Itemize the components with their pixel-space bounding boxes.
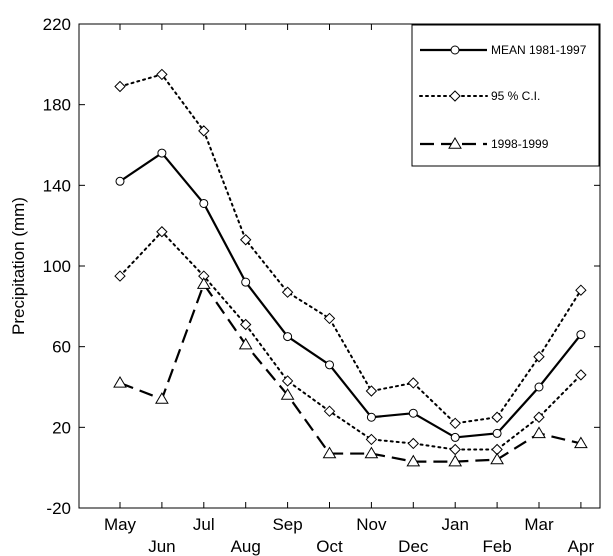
x-tick-label: Jul	[193, 515, 215, 534]
x-tick-label: Oct	[316, 537, 343, 556]
data-point-diamond	[449, 90, 461, 102]
data-point-diamond	[575, 284, 587, 296]
y-tick-label: 20	[52, 418, 71, 437]
data-point-circle	[325, 360, 334, 370]
x-tick-label: Dec	[398, 537, 429, 556]
y-axis-label: Precipitation (mm)	[9, 197, 28, 335]
data-point-circle	[199, 198, 209, 208]
data-point-diamond	[491, 411, 503, 423]
series-layer	[113, 68, 588, 467]
data-point-circle	[534, 382, 544, 392]
series-0	[115, 148, 586, 442]
data-point-diamond	[323, 405, 336, 417]
data-point-diamond	[407, 437, 420, 450]
data-point-circle	[157, 148, 167, 158]
x-tick-label: May	[104, 515, 137, 534]
data-point-triangle	[532, 426, 546, 439]
data-point-circle	[450, 45, 460, 55]
data-point-diamond	[198, 125, 210, 137]
x-tick-label: Mar	[524, 515, 554, 534]
x-tick-label: Jun	[148, 537, 175, 556]
data-point-diamond	[114, 80, 126, 93]
series-line	[119, 151, 582, 439]
series-line	[119, 230, 582, 451]
data-point-triangle	[196, 277, 211, 289]
data-point-diamond	[533, 351, 545, 363]
legend-label: 95 % C.I.	[491, 89, 540, 103]
data-point-diamond	[365, 433, 378, 446]
legend-label: 1998-1999	[491, 137, 549, 151]
y-tick-label: 220	[43, 15, 71, 34]
plot-frame	[78, 23, 601, 509]
series-1	[114, 68, 587, 430]
data-point-triangle	[113, 375, 127, 388]
data-point-triangle	[238, 337, 253, 350]
x-tick-label: Jan	[441, 515, 468, 534]
legend-label: MEAN 1981-1997	[491, 43, 587, 57]
legend: MEAN 1981-1997 95 % C.I. 1998-1999	[411, 24, 600, 167]
data-point-circle	[241, 277, 251, 287]
x-tick-label: Feb	[482, 537, 511, 556]
data-point-diamond	[239, 318, 252, 331]
x-axis-ticks: May Jun Jul Aug Sep Oct Nov Dec Jan Feb Mar Apr	[104, 24, 595, 556]
data-point-diamond	[449, 443, 461, 456]
data-point-triangle	[155, 392, 169, 404]
data-point-diamond	[323, 312, 336, 325]
data-point-triangle	[406, 454, 421, 467]
series-line	[119, 281, 582, 463]
data-point-triangle	[448, 137, 462, 149]
data-point-circle	[492, 428, 502, 438]
data-point-diamond	[281, 286, 294, 298]
data-point-triangle	[280, 388, 295, 400]
x-tick-label: Aug	[231, 537, 261, 556]
y-tick-label: 60	[52, 338, 71, 357]
data-point-diamond	[407, 377, 420, 389]
y-tick-label: 100	[43, 257, 71, 276]
data-point-triangle	[322, 446, 337, 459]
data-point-triangle	[574, 436, 588, 449]
data-point-diamond	[239, 234, 252, 246]
series-line	[119, 73, 582, 425]
data-point-triangle	[448, 454, 463, 467]
data-point-diamond	[575, 369, 587, 381]
x-tick-label: Nov	[356, 515, 387, 534]
data-point-triangle	[490, 452, 504, 465]
data-point-diamond	[114, 270, 126, 282]
series-2	[114, 226, 587, 456]
x-tick-label: Apr	[568, 537, 595, 556]
series-3	[113, 277, 588, 467]
y-tick-label: 180	[43, 96, 71, 115]
data-point-diamond	[365, 385, 378, 397]
y-tick-label: -20	[46, 499, 71, 518]
data-point-circle	[408, 408, 418, 418]
data-point-circle	[115, 176, 125, 186]
data-point-diamond	[449, 417, 461, 430]
data-point-circle	[366, 412, 376, 422]
data-point-diamond	[156, 68, 168, 81]
x-tick-label: Sep	[272, 515, 302, 534]
data-point-circle	[283, 332, 293, 342]
data-point-diamond	[533, 411, 545, 423]
y-tick-label: 140	[43, 176, 71, 195]
data-point-diamond	[281, 375, 294, 387]
data-point-circle	[450, 432, 460, 442]
data-point-triangle	[364, 446, 379, 459]
data-point-diamond	[156, 226, 168, 238]
data-point-circle	[576, 330, 586, 340]
